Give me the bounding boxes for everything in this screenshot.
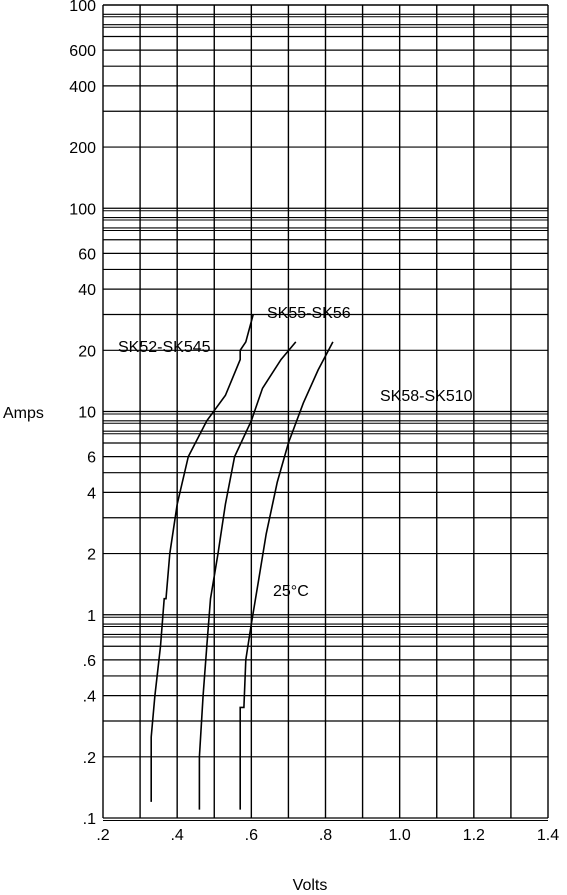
x-tick-label: .2 bbox=[96, 827, 109, 844]
series-line-3 bbox=[239, 341, 334, 810]
y-tick-labels: .1 .2 .4 .6 1 2 4 6 10 20 40 60 100 200 400 600 100 bbox=[69, 0, 96, 828]
curves bbox=[150, 314, 334, 810]
y-tick-label: 6 bbox=[87, 450, 96, 467]
y-tick-label: 200 bbox=[69, 140, 96, 157]
y-tick-label: 2 bbox=[87, 547, 96, 564]
y-tick-label: .1 bbox=[83, 811, 96, 828]
x-tick-label: 1.0 bbox=[389, 827, 411, 844]
y-tick-label: 1 bbox=[87, 608, 96, 625]
y-tick-label: 100 bbox=[69, 0, 96, 15]
y-tick-label: 40 bbox=[78, 282, 96, 299]
y-tick-label: 400 bbox=[69, 79, 96, 96]
y-tick-label: .2 bbox=[83, 750, 96, 767]
x-tick-label: 1.4 bbox=[537, 827, 559, 844]
y-tick-label: 100 bbox=[69, 201, 96, 218]
series-line-1 bbox=[150, 314, 254, 802]
grid bbox=[102, 4, 549, 821]
x-tick-label: .8 bbox=[319, 827, 332, 844]
y-axis-title: Amps bbox=[3, 405, 44, 422]
annotation-sk58-sk510: SK58-SK510 bbox=[380, 388, 473, 405]
y-tick-label: 600 bbox=[69, 43, 96, 60]
y-tick-label: .6 bbox=[83, 653, 96, 670]
x-axis-title: Volts bbox=[293, 877, 328, 894]
y-tick-label: 20 bbox=[78, 343, 96, 360]
annotation-sk52-sk545: SK52-SK545 bbox=[118, 339, 211, 356]
x-tick-label: .4 bbox=[170, 827, 183, 844]
y-tick-label: 4 bbox=[87, 485, 96, 502]
x-tick-labels: .2 .4 .6 .8 1.0 1.2 1.4 bbox=[96, 827, 559, 844]
annotation-temperature: 25°C bbox=[273, 583, 309, 600]
annotation-sk55-sk56: SK55-SK56 bbox=[267, 305, 351, 322]
y-tick-label: .4 bbox=[83, 689, 96, 706]
y-tick-label: 60 bbox=[78, 246, 96, 263]
x-tick-label: .6 bbox=[245, 827, 258, 844]
x-tick-label: 1.2 bbox=[463, 827, 485, 844]
series-line-2 bbox=[198, 341, 297, 810]
y-tick-label: 10 bbox=[78, 405, 96, 422]
